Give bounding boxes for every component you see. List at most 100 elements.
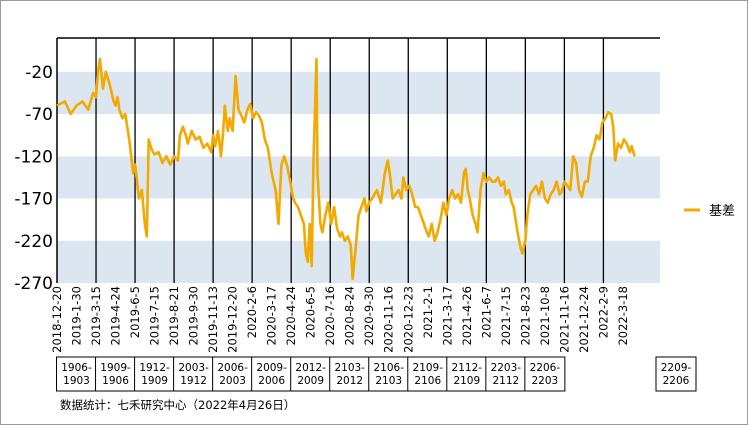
contract-box-frame: [368, 356, 410, 392]
x-tick-label: 2021-11-16: [557, 286, 571, 353]
contract-label-line: 2206: [663, 375, 690, 387]
x-tick-label: 2020-2-6: [245, 286, 259, 338]
contract-label-line: 1909: [141, 375, 168, 387]
x-tick-label: 2020-6-5: [304, 286, 318, 338]
contract-label: 1912-1909: [139, 362, 170, 387]
contract-box-frame: [407, 356, 449, 392]
contract-label: 2112-2109: [452, 362, 483, 387]
y-tick-label: -270: [14, 274, 53, 294]
contract-box-frame: [329, 356, 371, 392]
contract-box: 2003-1912: [173, 356, 215, 392]
contract-label: 2003-1912: [178, 362, 209, 387]
contract-box: 2006-2003: [212, 356, 254, 392]
x-tick-label: 2018-12-20: [50, 286, 64, 353]
x-tick-label: 2021-7-15: [499, 286, 513, 346]
y-tick-label: -20: [25, 63, 53, 83]
contract-label: 2012-2009: [295, 362, 326, 387]
contract-box-frame: [655, 356, 697, 392]
x-tick-label: 2019-3-15: [89, 286, 103, 346]
grid-band: [57, 240, 660, 283]
contract-label-line: 2003-: [178, 362, 209, 374]
contract-label: 2206-2203: [530, 362, 561, 387]
x-tick-label: 2020-7-16: [323, 286, 337, 346]
x-tick-label: 2019-6-5: [128, 286, 142, 338]
x-tick-label: 2022-3-18: [616, 286, 630, 346]
contract-box: 2112-2109: [446, 356, 488, 392]
x-tick-label: 2019-8-21: [167, 286, 181, 346]
x-tick-label: 2019-12-20: [226, 286, 240, 353]
contract-box: 2106-2103: [368, 356, 410, 392]
x-tick-label: 2020-9-30: [362, 286, 376, 346]
contract-label-line: 2009: [297, 375, 324, 387]
contract-box-frame: [212, 356, 254, 392]
contract-label-line: 2106: [414, 375, 441, 387]
contract-label-line: 2006-: [217, 362, 248, 374]
contract-label-line: 2112: [492, 375, 519, 387]
x-tick-label: 2021-6-7: [479, 286, 493, 338]
contract-box: 1912-1909: [134, 356, 176, 392]
contract-box-frame: [56, 356, 98, 392]
series-layer: [56, 57, 636, 281]
contract-label-line: 2203-: [491, 362, 522, 374]
y-tick-label: -120: [14, 147, 53, 167]
x-tick-label: 2019-7-15: [148, 286, 162, 346]
y-axis-ticks: -20 -70 -120 -170 -220 -270: [14, 63, 53, 294]
series-line: [56, 57, 636, 281]
contract-label-line: 2106-: [373, 362, 404, 374]
contract-label-line: 1912-: [139, 362, 170, 374]
contract-label-line: 1909-: [100, 362, 131, 374]
contract-label: 2006-2003: [217, 362, 248, 387]
contract-box: 2206-2203: [524, 356, 566, 392]
x-tick-label: 2019-1-30: [70, 286, 84, 346]
contract-label-line: 2003: [219, 375, 246, 387]
contract-box: 1906-1903: [56, 356, 98, 392]
contract-label-line: 2209-: [661, 362, 692, 374]
contract-box: 2109-2106: [407, 356, 449, 392]
contract-label-line: 1912: [180, 375, 207, 387]
contract-label: 2209-2206: [661, 362, 692, 387]
x-tick-label: 2020-3-17: [265, 286, 279, 346]
x-tick-label: 2021-10-8: [538, 286, 552, 346]
x-tick-label: 2020-11-16: [382, 286, 396, 353]
x-tick-label: 2021-4-26: [460, 286, 474, 346]
x-tick-label: 2019-9-30: [187, 286, 201, 346]
contract-box: 2103-2012: [329, 356, 371, 392]
contract-label-line: 2103-: [334, 362, 365, 374]
contract-box-frame: [95, 356, 137, 392]
contract-label: 2103-2012: [334, 362, 365, 387]
contract-labels: 1906-1903 1909-1906 1912-1909 2003-1912 2006…: [56, 356, 697, 392]
x-axis-ticks: 2018-12-20 2019-1-30 2019-3-15 2019-4-24 201…: [50, 286, 630, 353]
contract-box: 2009-2006: [251, 356, 293, 392]
contract-label: 2009-2006: [256, 362, 287, 387]
contract-label-line: 2006: [258, 375, 285, 387]
x-tick-label: 2021-8-23: [518, 286, 532, 346]
x-tick-label: 2020-12-23: [401, 286, 415, 353]
contract-label: 2109-2106: [413, 362, 444, 387]
x-tick-label: 2019-11-13: [206, 286, 220, 353]
y-tick-label: -170: [14, 190, 53, 210]
x-tick-label: 2020-4-24: [284, 286, 298, 346]
contract-label-line: 2206-: [530, 362, 561, 374]
contract-box: 2203-2112: [485, 356, 527, 392]
legend-label: 基差: [709, 204, 735, 219]
contract-label-line: 2012: [336, 375, 363, 387]
x-tick-label: 2021-2-1: [421, 286, 435, 338]
contract-box-frame: [524, 356, 566, 392]
contract-label: 2203-2112: [491, 362, 522, 387]
contract-label-line: 1903: [63, 375, 90, 387]
contract-label-line: 2012-: [295, 362, 326, 374]
x-tick-label: 2019-4-24: [109, 286, 123, 346]
contract-label-line: 2109-: [413, 362, 444, 374]
y-tick-label: -220: [14, 232, 53, 252]
contract-label-line: 2109: [453, 375, 480, 387]
contract-dividers: [95, 38, 605, 283]
contract-box-frame: [251, 356, 293, 392]
grid-band: [57, 71, 660, 115]
contract-label-line: 2103: [375, 375, 402, 387]
legend: 基差: [684, 204, 735, 219]
contract-label-line: 2112-: [452, 362, 483, 374]
contract-label: 2106-2103: [373, 362, 404, 387]
